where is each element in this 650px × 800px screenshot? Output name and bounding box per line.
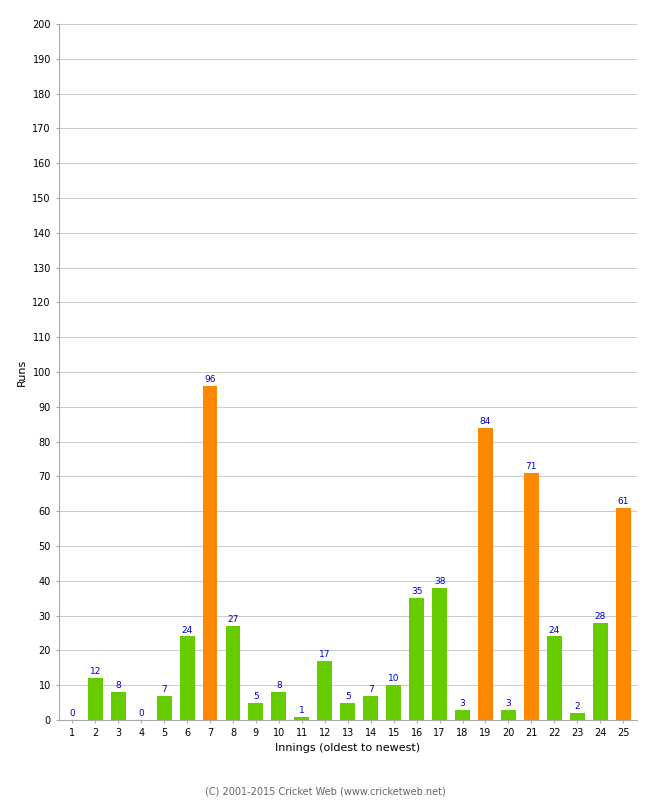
- Bar: [111, 692, 125, 720]
- Text: 96: 96: [204, 375, 216, 384]
- Text: 2: 2: [575, 702, 580, 711]
- Text: 3: 3: [506, 699, 512, 708]
- Bar: [88, 678, 103, 720]
- Text: 24: 24: [549, 626, 560, 634]
- Text: 1: 1: [299, 706, 305, 714]
- Text: 0: 0: [138, 710, 144, 718]
- Text: 5: 5: [345, 692, 350, 701]
- Text: 61: 61: [618, 497, 629, 506]
- Bar: [593, 622, 608, 720]
- Text: 24: 24: [181, 626, 192, 634]
- Bar: [386, 685, 401, 720]
- Bar: [432, 588, 447, 720]
- Bar: [294, 717, 309, 720]
- Text: 10: 10: [388, 674, 399, 683]
- Bar: [317, 661, 332, 720]
- Bar: [478, 428, 493, 720]
- Bar: [455, 710, 470, 720]
- Text: 38: 38: [434, 577, 445, 586]
- Bar: [409, 598, 424, 720]
- Text: 35: 35: [411, 587, 422, 597]
- Text: 7: 7: [161, 685, 167, 694]
- Text: 27: 27: [227, 615, 239, 624]
- Bar: [157, 696, 172, 720]
- Text: 12: 12: [90, 667, 101, 677]
- Text: 8: 8: [115, 682, 121, 690]
- Text: 71: 71: [526, 462, 537, 471]
- X-axis label: Innings (oldest to newest): Innings (oldest to newest): [275, 743, 421, 753]
- Bar: [272, 692, 287, 720]
- Bar: [226, 626, 240, 720]
- Bar: [501, 710, 516, 720]
- Bar: [547, 637, 562, 720]
- Text: 3: 3: [460, 699, 465, 708]
- Bar: [363, 696, 378, 720]
- Text: 8: 8: [276, 682, 281, 690]
- Text: 84: 84: [480, 417, 491, 426]
- Bar: [341, 702, 355, 720]
- Bar: [203, 386, 218, 720]
- Bar: [616, 508, 630, 720]
- Bar: [524, 473, 539, 720]
- Text: 5: 5: [253, 692, 259, 701]
- Bar: [248, 702, 263, 720]
- Text: 17: 17: [319, 650, 331, 659]
- Text: (C) 2001-2015 Cricket Web (www.cricketweb.net): (C) 2001-2015 Cricket Web (www.cricketwe…: [205, 786, 445, 796]
- Text: 0: 0: [70, 710, 75, 718]
- Bar: [179, 637, 194, 720]
- Text: 7: 7: [368, 685, 374, 694]
- Bar: [570, 713, 585, 720]
- Text: 28: 28: [595, 612, 606, 621]
- Y-axis label: Runs: Runs: [17, 358, 27, 386]
